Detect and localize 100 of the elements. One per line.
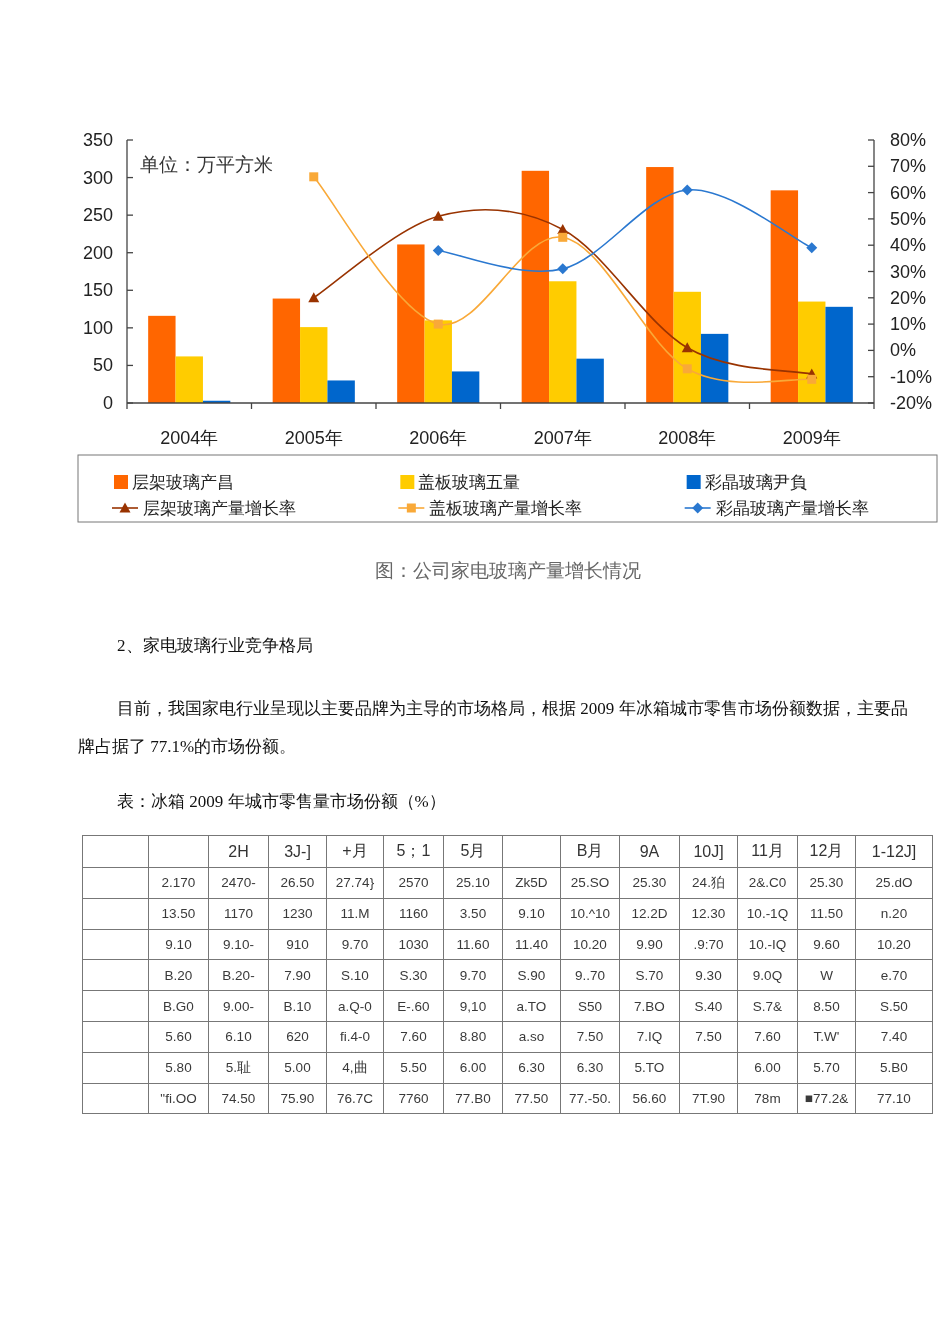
point [681, 184, 693, 196]
y2-tick-label: 20% [890, 287, 927, 308]
point [309, 172, 319, 182]
bar [451, 371, 480, 403]
table-cell: 2570 [383, 867, 444, 899]
y2-tick-label: 50% [890, 208, 927, 229]
bar [327, 380, 355, 403]
table-cell: 6.30 [502, 1052, 561, 1084]
table-cell: S.90 [502, 959, 561, 991]
table-cell: 8.50 [797, 990, 856, 1022]
table-header-cell: 12月 [797, 835, 856, 868]
table-cell: 3.50 [443, 898, 503, 930]
table-cell: 11.M [326, 898, 384, 930]
legend-label: 层架玻璃产昌 [132, 472, 234, 492]
table-cell: 9.30 [679, 959, 738, 991]
table-cell: 75.90 [268, 1083, 327, 1114]
table-cell: 56.60 [619, 1083, 680, 1114]
table-cell: 25.SO [560, 867, 620, 899]
table-header-cell: +月 [326, 835, 384, 868]
table-cell: 6.00 [443, 1052, 503, 1084]
bar [148, 315, 176, 403]
bar [673, 291, 701, 403]
table-cell: 9,10 [443, 990, 503, 1022]
table-header-cell: 2H [208, 835, 269, 868]
table-cell: 9..70 [560, 959, 620, 991]
legend-label: 盖板玻璃产量增长率 [429, 498, 583, 518]
text: 图：公司家电玻璃产量增长情况 [375, 559, 641, 581]
point [432, 244, 444, 256]
table-cell: 10.-1Q [737, 898, 798, 930]
table-cell: S.40 [679, 990, 738, 1022]
bar [549, 281, 577, 403]
table-cell: 5.70 [797, 1052, 856, 1084]
table-cell: fi.4-0 [326, 1021, 384, 1053]
table-cell: 10.20 [560, 929, 620, 960]
table-cell: 5.TO [619, 1052, 680, 1084]
table-cell: 10.^10 [560, 898, 620, 930]
table-cell: S.7& [737, 990, 798, 1022]
point [557, 263, 569, 275]
table-cell: 1160 [383, 898, 444, 930]
table-cell: 74.50 [208, 1083, 269, 1114]
table-cell: 77.50 [502, 1083, 561, 1114]
table-cell: 5.60 [148, 1021, 209, 1053]
table-cell: .9:70 [679, 929, 738, 960]
table-cell: 9.10- [208, 929, 269, 960]
legend-label: 层架玻璃产量增长率 [143, 498, 296, 518]
point [806, 242, 818, 254]
bar [825, 306, 853, 403]
table-cell: 7.40 [855, 1021, 933, 1053]
table-cell: 5.50 [383, 1052, 444, 1084]
x-tick-label: 2006年 [409, 428, 468, 448]
y2-tick-label: -20% [890, 393, 933, 413]
table-header-cell: 1-12J] [855, 835, 933, 868]
table-cell: 9.70 [443, 959, 503, 991]
point [432, 210, 444, 221]
bar [646, 167, 674, 403]
y-tick-label: 0 [102, 393, 113, 413]
table-header-cell: 9A [619, 835, 680, 868]
table-cell: 26.50 [268, 867, 327, 899]
y2-tick-label: 70% [890, 156, 927, 177]
y-tick-label: 50 [92, 355, 113, 376]
table-header-cell: 3J-] [268, 835, 327, 868]
table-cell: 11.50 [797, 898, 856, 930]
x-tick-label: 2007年 [533, 428, 592, 448]
table-cell: 77.B0 [443, 1083, 503, 1114]
table-cell: a.TO [502, 990, 561, 1022]
table-cell: S.10 [326, 959, 384, 991]
table-cell: 77.-50. [560, 1083, 620, 1114]
table-cell: 1170 [208, 898, 269, 930]
table-cell: 2470- [208, 867, 269, 899]
y-tick-label: 100 [82, 317, 113, 338]
table-cell: S.70 [619, 959, 680, 991]
table-cell: a.so [502, 1021, 561, 1053]
y-tick-label: 300 [82, 167, 113, 188]
table-header-cell: 5月 [443, 835, 503, 868]
bar [576, 358, 604, 403]
table-cell: S.30 [383, 959, 444, 991]
bar [424, 320, 452, 403]
table-cell: 11.60 [443, 929, 503, 960]
y2-tick-label: 40% [890, 235, 927, 256]
table-cell: 620 [268, 1021, 327, 1053]
table-cell: 5.80 [148, 1052, 209, 1084]
table-cell: 25.10 [443, 867, 503, 899]
point [681, 342, 693, 353]
text: 目前，我国家电行业呈现以主要品牌为主导的市场格局，根据 2009 年冰箱城市零售市场份额数据，主要品牌占据了 77.1%的市场份额。 [78, 698, 909, 758]
table-cell: 6.30 [560, 1052, 620, 1084]
table-cell: E-.60 [383, 990, 444, 1022]
table-header-cell: 10J] [679, 835, 738, 868]
x-tick-label: 2005年 [284, 428, 343, 448]
table-cell: 7.50 [679, 1021, 738, 1053]
table-cell: 7.60 [383, 1021, 444, 1053]
table-cell: S50 [560, 990, 620, 1022]
point [682, 364, 692, 374]
table-cell: 1030 [383, 929, 444, 960]
x-tick-label: 2009年 [782, 428, 841, 448]
table-cell: 910 [268, 929, 327, 960]
bar [770, 190, 799, 403]
table-cell: 24.狛 [679, 867, 738, 899]
table-cell: 25.dO [855, 867, 933, 899]
table-cell: 76.7C [326, 1083, 384, 1114]
y2-tick-label: 10% [890, 314, 927, 335]
